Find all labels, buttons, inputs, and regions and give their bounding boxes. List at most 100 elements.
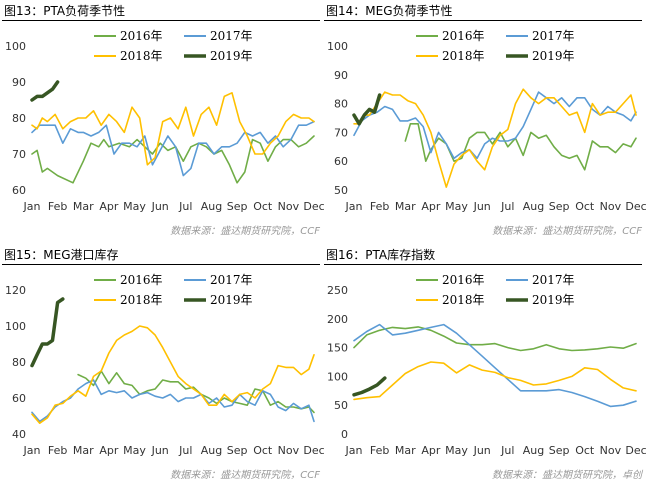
legend-label: 2016年: [442, 29, 485, 43]
source-note: 数据来源：盛达期货研究院，CCF: [492, 226, 642, 237]
legend-item: 2016年: [94, 273, 163, 287]
legend-item: 2018年: [416, 49, 485, 63]
x-tick-label: Apr: [421, 200, 441, 213]
chart-panel-meg-port-inventory: 图15：MEG港口库存 40 60 80 100 120 Jan Feb Mar Apr May J…: [2, 246, 325, 486]
series-line-2018: [353, 361, 637, 401]
x-tick-label: Sep: [549, 444, 570, 457]
title-divider: [2, 20, 320, 21]
legend-label: 2018年: [120, 49, 163, 63]
x-tick-label: Jan: [23, 200, 41, 213]
x-tick-label: Aug: [523, 444, 544, 457]
title-divider: [324, 20, 642, 21]
x-tick-label: Aug: [201, 200, 222, 213]
legend-label: 2018年: [120, 293, 163, 307]
x-tick-label: Feb: [48, 444, 67, 457]
y-tick-label: 80: [12, 112, 26, 125]
y-tick-label: 90: [12, 76, 26, 89]
chart-panel-pta-load: 图13：PTA负荷季节性 60 70 80 90 100 Jan Feb Mar Apr May J…: [2, 2, 325, 242]
x-tick-label: Jun: [151, 200, 169, 213]
x-tick-label: Jun: [473, 200, 491, 213]
x-tick-label: Dec: [625, 444, 646, 457]
x-tick-label: Oct: [253, 200, 273, 213]
y-tick-label: 70: [334, 126, 348, 139]
legend-label: 2018年: [442, 49, 485, 63]
y-tick-label: 60: [12, 184, 26, 197]
x-tick-label: Apr: [99, 200, 119, 213]
series-line-2018: [31, 325, 315, 424]
y-tick-label: 80: [12, 356, 26, 369]
x-tick-label: Feb: [370, 200, 389, 213]
x-tick-label: Jan: [345, 444, 363, 457]
x-tick-label: Jun: [151, 444, 169, 457]
y-tick-label: 90: [334, 69, 348, 82]
y-tick-label: 50: [334, 399, 348, 412]
x-tick-label: Dec: [303, 200, 324, 213]
legend-item: 2016年: [416, 29, 485, 43]
chart-svg: 60 70 80 90 100 Jan Feb Mar Apr May Jun Jul Aug Sep Oc…: [5, 29, 325, 213]
source-note: 数据来源：盛达期货研究院，卓创: [492, 470, 642, 481]
y-tick-label: 0: [341, 428, 348, 441]
legend-label: 2016年: [120, 29, 163, 43]
x-tick-label: Jul: [178, 444, 192, 457]
legend-item: 2017年: [506, 273, 575, 287]
x-tick-label: Feb: [370, 444, 389, 457]
x-tick-label: Nov: [600, 444, 622, 457]
legend-item: 2018年: [94, 293, 163, 307]
x-tick-label: Dec: [625, 200, 646, 213]
chart-svg: 40 60 80 100 120 Jan Feb Mar Apr May Jun Jul Aug Sep O…: [5, 273, 325, 457]
legend-label: 2017年: [210, 29, 253, 43]
legend-label: 2018年: [442, 293, 485, 307]
legend-item: 2016年: [94, 29, 163, 43]
x-tick-label: Oct: [575, 200, 595, 213]
series-line-2017: [31, 379, 315, 423]
series-line-2018: [353, 88, 637, 188]
series-line-2016: [404, 123, 637, 171]
chart-svg: 50 60 70 80 90 100 Jan Feb Mar Apr May Jun Jul Aug Sep…: [327, 29, 646, 213]
x-tick-label: Aug: [523, 200, 544, 213]
x-tick-label: Oct: [575, 444, 595, 457]
x-tick-label: Apr: [421, 444, 441, 457]
chart-panel-pta-inventory-index: 图16：PTA库存指数 0 50 100 150 200 250 Jan Feb Mar Apr M…: [324, 246, 646, 486]
legend-label: 2017年: [532, 29, 575, 43]
y-tick-label: 80: [334, 98, 348, 111]
series-line-2019: [30, 297, 65, 368]
x-tick-label: Nov: [278, 200, 300, 213]
legend-item: 2019年: [506, 49, 575, 63]
x-tick-label: Apr: [99, 444, 119, 457]
series-line-2019: [30, 80, 60, 102]
legend-label: 2019年: [532, 293, 575, 307]
y-tick-label: 100: [327, 370, 348, 383]
legend-label: 2019年: [532, 49, 575, 63]
legend-item: 2018年: [94, 49, 163, 63]
x-tick-label: Mar: [73, 200, 94, 213]
series-line-2017: [353, 323, 637, 408]
legend-label: 2019年: [210, 293, 253, 307]
legend-item: 2016年: [416, 273, 485, 287]
y-tick-label: 60: [12, 392, 26, 405]
x-tick-label: Feb: [48, 200, 67, 213]
x-tick-label: Jul: [178, 200, 192, 213]
y-tick-label: 60: [334, 155, 348, 168]
legend-item: 2017年: [184, 273, 253, 287]
x-tick-label: May: [445, 444, 468, 457]
series-line-2017: [353, 91, 637, 160]
y-tick-label: 250: [327, 284, 348, 297]
y-tick-label: 120: [5, 284, 26, 297]
series-line-2017: [31, 120, 315, 177]
source-note: 数据来源：盛达期货研究院，CCF: [170, 226, 320, 237]
title-divider: [324, 264, 642, 265]
series-line-2019: [352, 376, 387, 397]
chart-panel-meg-load: 图14：MEG负荷季节性 50 60 70 80 90 100 Jan Feb Mar Apr Ma…: [324, 2, 646, 242]
chart-title: 图13：PTA负荷季节性: [4, 4, 126, 18]
chart-title: 图16：PTA库存指数: [326, 248, 436, 262]
legend-item: 2018年: [416, 293, 485, 307]
x-tick-label: May: [123, 444, 146, 457]
series-line-2019: [352, 93, 382, 126]
x-tick-label: Jul: [500, 444, 514, 457]
series-line-2018: [31, 92, 315, 166]
x-tick-label: Mar: [395, 200, 416, 213]
legend-item: 2019年: [184, 293, 253, 307]
chart-svg: 0 50 100 150 200 250 Jan Feb Mar Apr May Jun Jul Aug S…: [327, 273, 646, 457]
legend-item: 2019年: [184, 49, 253, 63]
y-tick-label: 100: [5, 40, 26, 53]
